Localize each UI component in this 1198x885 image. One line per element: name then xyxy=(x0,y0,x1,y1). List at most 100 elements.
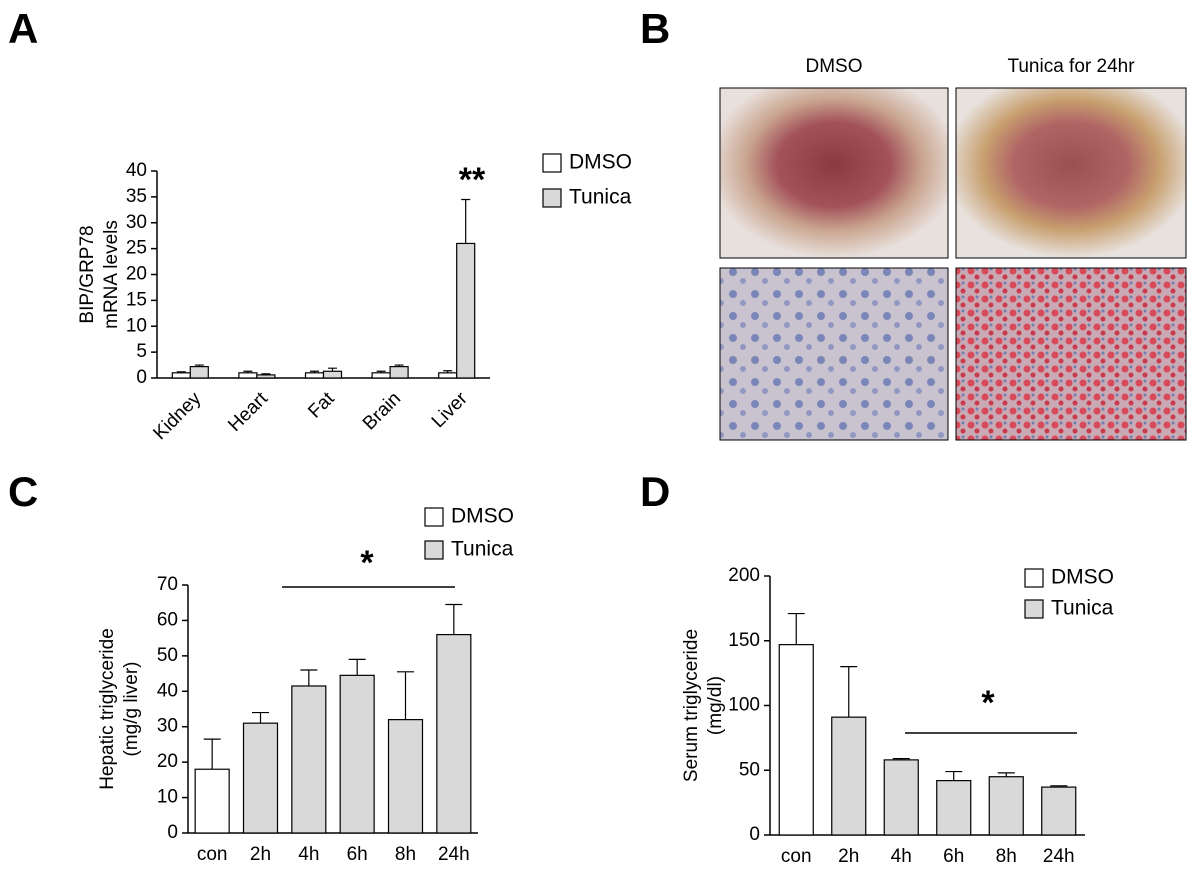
error-bar xyxy=(252,711,269,724)
bar xyxy=(988,776,1024,836)
x-tick-label: con xyxy=(781,846,812,867)
y-tick-label: 150 xyxy=(728,630,760,651)
x-tick-label: con xyxy=(197,844,228,865)
bar xyxy=(831,716,867,836)
y-tick-label: 30 xyxy=(157,716,178,737)
x-tick-label: Heart xyxy=(224,388,272,436)
x-tick-label: 6h xyxy=(347,844,368,865)
annotation: * xyxy=(981,684,995,722)
panel-label: C xyxy=(8,468,38,515)
y-axis-label: (mg/g liver) xyxy=(121,661,142,756)
error-bar xyxy=(376,370,386,373)
y-tick-label: 70 xyxy=(157,574,178,595)
histology-tunica xyxy=(955,267,1187,441)
y-tick-label: 25 xyxy=(126,238,147,259)
x-tick-label: 6h xyxy=(943,846,964,867)
bar xyxy=(194,768,230,834)
bar xyxy=(389,366,409,379)
error-bar xyxy=(443,370,453,373)
x-tick-label: 4h xyxy=(298,844,319,865)
y-tick-label: 60 xyxy=(157,609,178,630)
y-tick-label: 10 xyxy=(126,315,147,336)
legend-label: DMSO xyxy=(451,505,514,528)
bar xyxy=(387,719,424,834)
legend-label: Tunica xyxy=(451,538,514,561)
bar xyxy=(256,374,276,379)
x-tick-label: Liver xyxy=(428,388,472,432)
error-bar xyxy=(310,370,319,373)
legend-label: Tunica xyxy=(569,186,632,209)
x-tick-label: 8h xyxy=(395,844,416,865)
column-label: DMSO xyxy=(806,56,863,77)
error-bar xyxy=(203,738,221,770)
bar xyxy=(291,685,327,834)
bar xyxy=(1041,786,1077,836)
error-bar xyxy=(1050,785,1068,788)
photo-tunica xyxy=(955,87,1187,259)
bar xyxy=(242,722,279,834)
panel-b-images xyxy=(719,87,1187,441)
y-axis-label: Hepatic triglyceride xyxy=(97,628,118,790)
error-bar xyxy=(243,370,253,373)
x-tick-label: 24h xyxy=(1043,846,1075,867)
x-tick-label: 2h xyxy=(838,846,859,867)
bar xyxy=(304,372,325,379)
bar xyxy=(322,370,343,379)
annotation: * xyxy=(360,544,374,582)
x-tick-label: Fat xyxy=(304,388,339,423)
y-tick-label: 20 xyxy=(157,751,178,772)
bar xyxy=(189,366,209,379)
y-tick-label: 40 xyxy=(126,160,147,181)
y-tick-label: 30 xyxy=(126,212,147,233)
y-tick-label: 50 xyxy=(739,759,760,780)
y-tick-label: 0 xyxy=(136,367,147,388)
error-bar xyxy=(300,669,318,686)
bar xyxy=(456,242,476,379)
error-bar xyxy=(261,373,271,375)
y-tick-label: 10 xyxy=(157,787,178,808)
y-axis-label: (mg/dl) xyxy=(705,676,726,735)
bar xyxy=(936,780,972,836)
column-label: Tunica for 24hr xyxy=(1007,56,1135,77)
bar xyxy=(438,372,458,379)
panel-label: A xyxy=(8,5,38,52)
bar xyxy=(339,674,375,834)
legend-swatch xyxy=(1024,599,1044,619)
bar xyxy=(883,759,919,836)
y-axis-label: BIP/GRP78 xyxy=(77,225,98,323)
legend-swatch xyxy=(542,188,562,208)
panel-label: D xyxy=(640,468,670,515)
y-tick-label: 100 xyxy=(728,695,760,716)
bar xyxy=(778,644,814,836)
error-bar xyxy=(394,364,404,367)
legend-swatch xyxy=(542,153,562,173)
error-bar xyxy=(194,364,204,367)
x-tick-label: 24h xyxy=(438,844,470,865)
histology-dmso xyxy=(719,267,949,441)
y-tick-label: 0 xyxy=(749,824,760,845)
error-bar xyxy=(945,770,963,781)
annotation: ** xyxy=(459,161,486,199)
legend-swatch xyxy=(424,507,444,527)
x-tick-label: Kidney xyxy=(149,388,205,444)
legend-swatch xyxy=(1024,568,1044,588)
y-axis-label: Serum triglyceride xyxy=(681,629,702,782)
error-bar xyxy=(997,772,1015,777)
y-tick-label: 50 xyxy=(157,645,178,666)
bar xyxy=(436,633,472,834)
legend-label: DMSO xyxy=(1051,566,1114,589)
error-bar xyxy=(787,612,805,645)
error-bar xyxy=(840,666,858,718)
x-tick-label: 2h xyxy=(250,844,271,865)
y-tick-label: 5 xyxy=(136,341,147,362)
y-tick-label: 40 xyxy=(157,680,178,701)
y-tick-label: 15 xyxy=(126,289,147,310)
error-bar xyxy=(397,671,414,720)
legend-swatch xyxy=(424,540,444,560)
error-bar xyxy=(328,367,337,372)
x-tick-label: 4h xyxy=(891,846,912,867)
bar xyxy=(371,372,391,379)
photo-dmso xyxy=(719,87,949,259)
legend-label: DMSO xyxy=(569,151,632,174)
